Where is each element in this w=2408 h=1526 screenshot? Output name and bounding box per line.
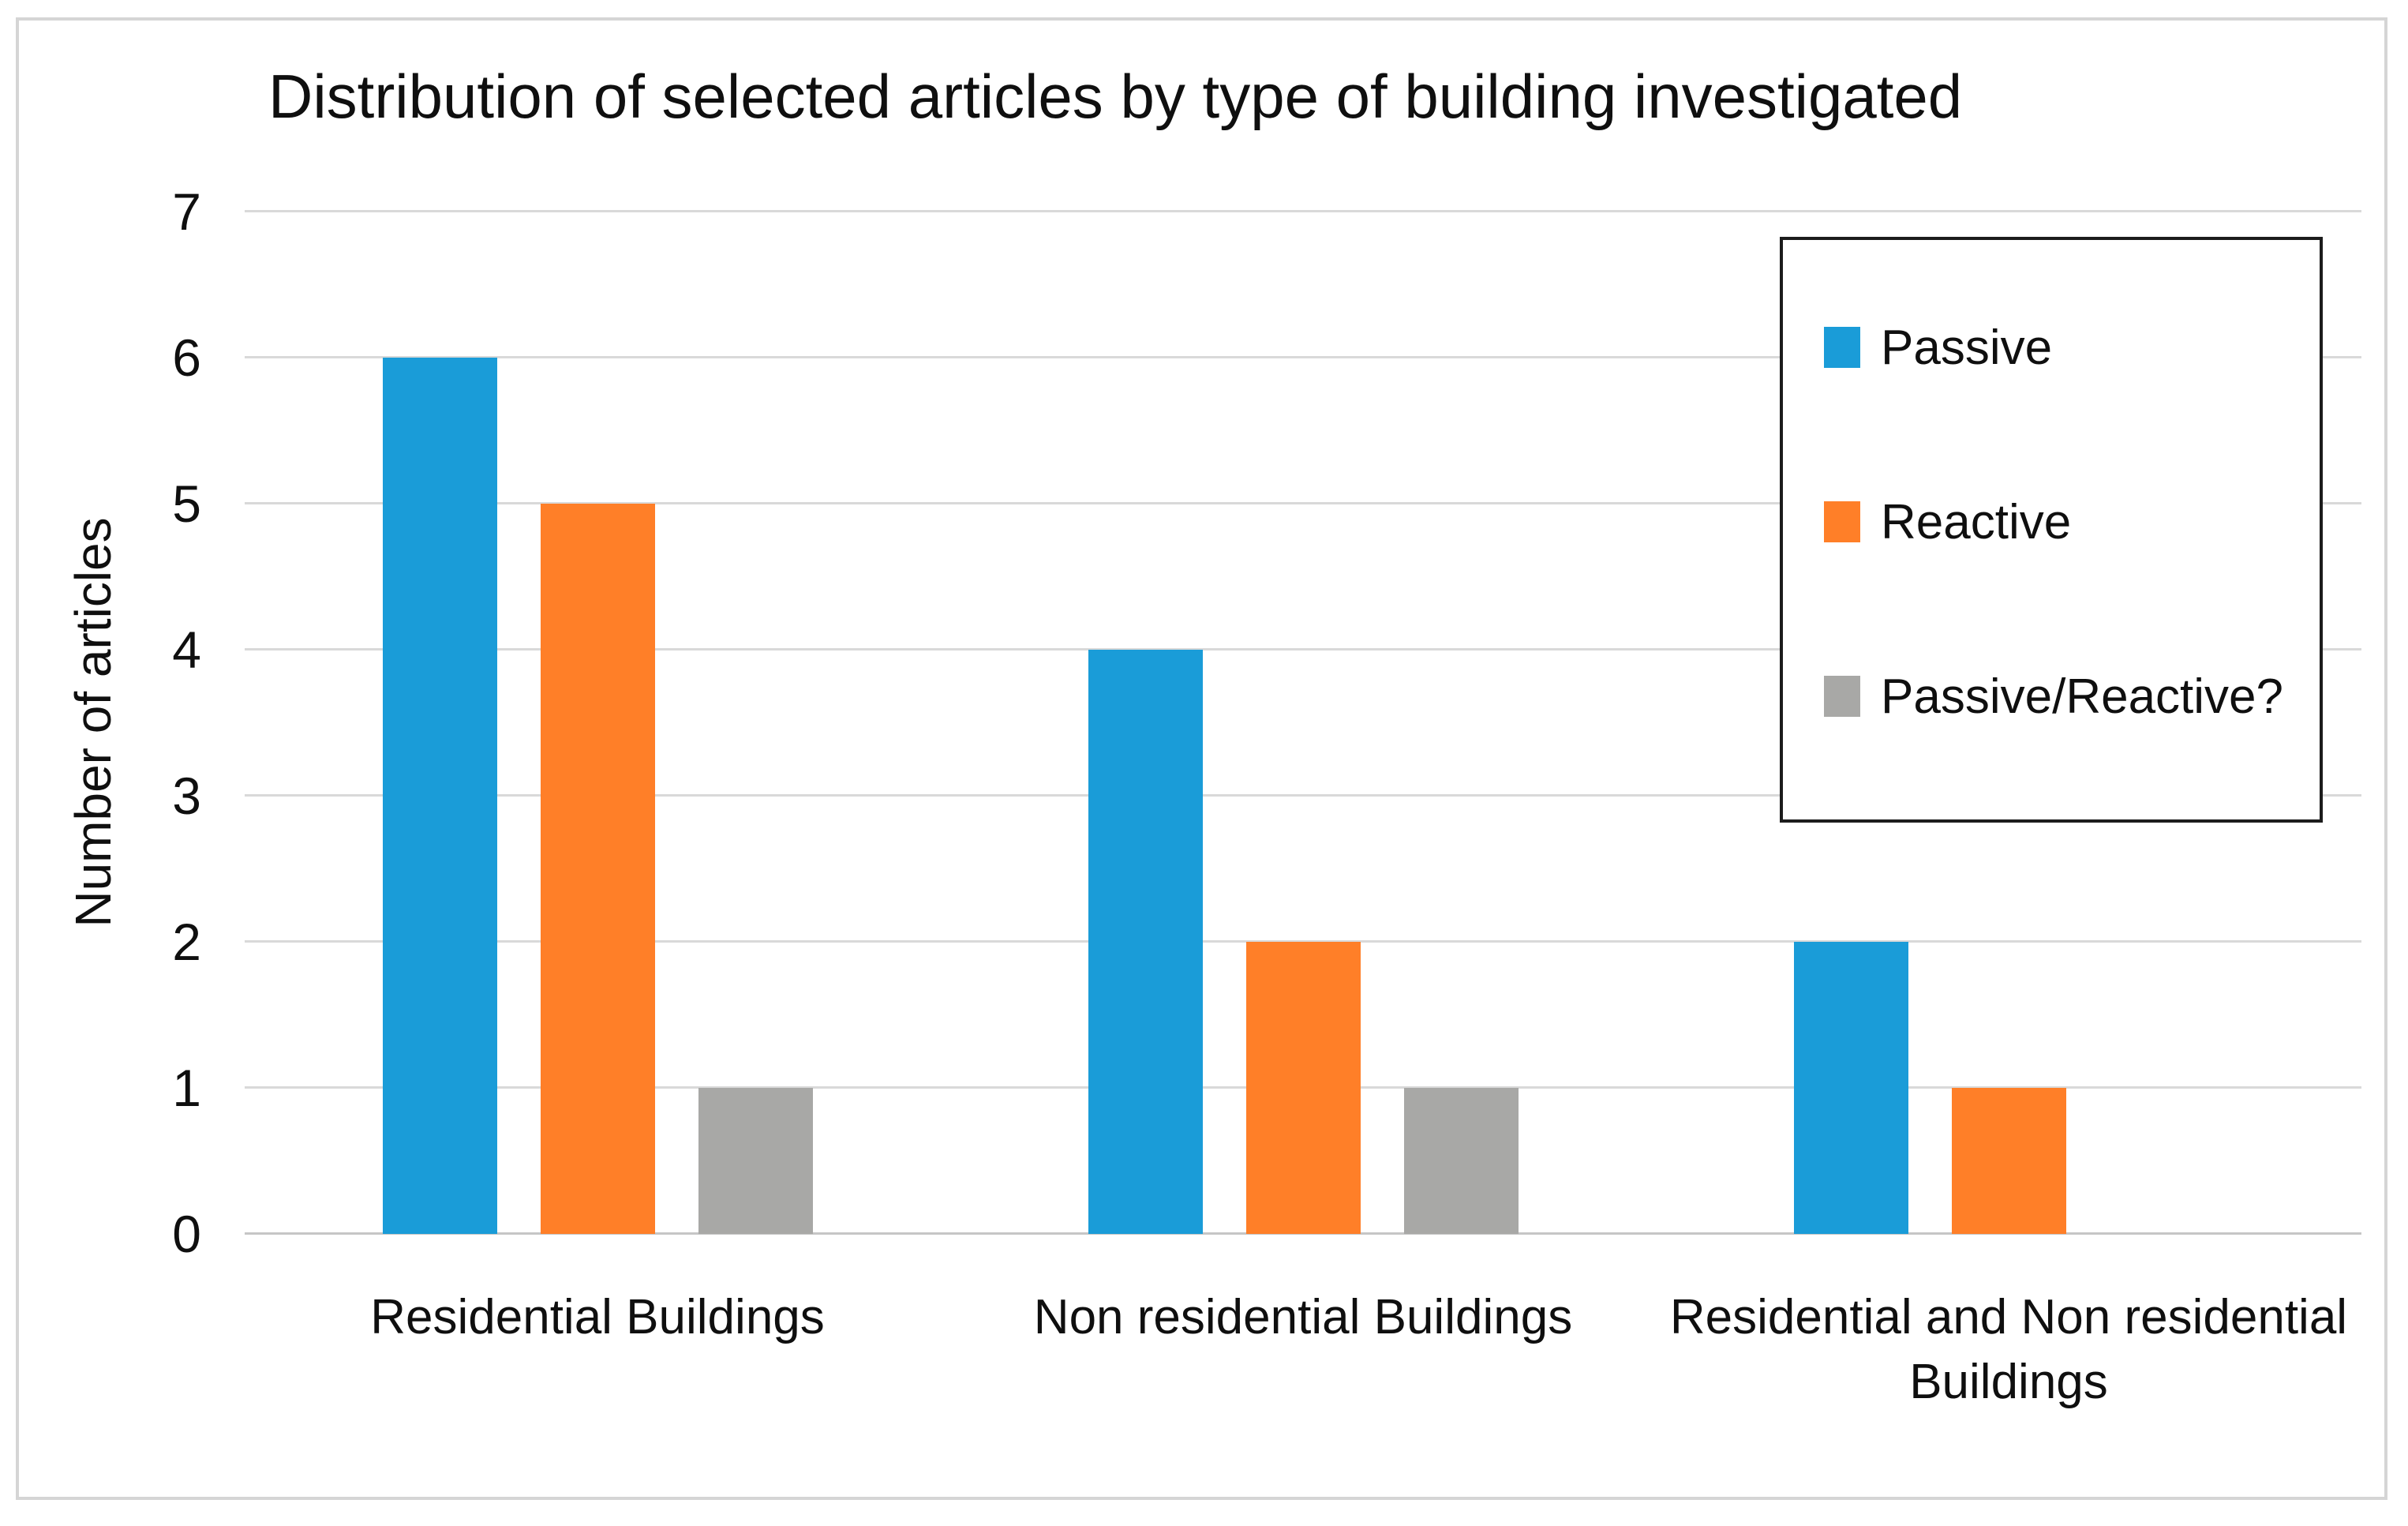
chart-title: Distribution of selected articles by typ… bbox=[268, 62, 1963, 131]
y-tick-label: 6 bbox=[172, 328, 201, 387]
legend: Passive Reactive Passive/Reactive? bbox=[1780, 237, 2323, 823]
legend-item-passive-reactive: Passive/Reactive? bbox=[1824, 666, 2320, 726]
category-label-residential-and-non-residential-buildings: Residential and Non residential Building… bbox=[1669, 1290, 2348, 1409]
bar-reactive bbox=[540, 504, 655, 1234]
gridline bbox=[245, 502, 2361, 504]
legend-swatch-reactive bbox=[1824, 501, 1860, 542]
bar-passive bbox=[1793, 942, 1908, 1234]
legend-swatch-passive-reactive bbox=[1824, 676, 1860, 717]
bar-passive-reactive bbox=[698, 1088, 813, 1234]
legend-label: Reactive bbox=[1881, 494, 2072, 549]
legend-item-reactive: Reactive bbox=[1824, 492, 2320, 552]
bar-reactive bbox=[1951, 1088, 2066, 1234]
y-tick-label: 2 bbox=[172, 913, 201, 971]
y-tick-label: 7 bbox=[172, 182, 201, 241]
category-label-residential-buildings: Residential Buildings bbox=[370, 1290, 825, 1344]
y-tick-label: 1 bbox=[172, 1059, 201, 1117]
gridline bbox=[245, 940, 2361, 943]
gridline bbox=[245, 356, 2361, 358]
y-axis-title: Number of articles bbox=[65, 517, 122, 928]
legend-label: Passive bbox=[1881, 320, 2053, 375]
category-label-non-residential-buildings: Non residential Buildings bbox=[1033, 1290, 1573, 1344]
y-tick-label: 5 bbox=[172, 474, 201, 533]
legend-swatch-passive bbox=[1824, 327, 1860, 368]
legend-item-passive: Passive bbox=[1824, 317, 2320, 377]
gridline bbox=[245, 648, 2361, 651]
bar-passive bbox=[382, 358, 497, 1234]
legend-label: Passive/Reactive? bbox=[1881, 669, 2284, 724]
y-tick-label: 0 bbox=[172, 1205, 201, 1263]
bar-reactive bbox=[1245, 942, 1361, 1234]
y-tick-label: 3 bbox=[172, 767, 201, 825]
bar-passive bbox=[1088, 650, 1203, 1234]
bar-passive-reactive bbox=[1403, 1088, 1519, 1234]
gridline bbox=[245, 210, 2361, 212]
gridline bbox=[245, 794, 2361, 797]
y-tick-label: 4 bbox=[172, 621, 201, 679]
